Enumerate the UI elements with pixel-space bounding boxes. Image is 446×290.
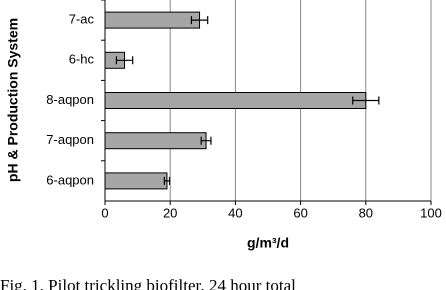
error-bar xyxy=(115,56,134,65)
y-tick-label: 8-aqpon xyxy=(46,92,94,107)
error-bar xyxy=(190,16,209,25)
x-tick-label: 20 xyxy=(163,205,177,220)
error-bar xyxy=(200,136,212,145)
x-tick-label: 80 xyxy=(359,205,373,220)
error-bar xyxy=(352,96,380,105)
x-axis-title: g/m³/d xyxy=(247,235,289,251)
y-tick-label: 7-aqpon xyxy=(46,132,94,147)
bar xyxy=(104,11,201,29)
y-axis-title: pH & Production System xyxy=(5,18,21,182)
caption: Fig. 1. Pilot trickling biofilter, 24 ho… xyxy=(0,276,296,290)
bar xyxy=(104,172,168,190)
x-tick-label: 60 xyxy=(293,205,307,220)
y-tick-label: 7-ac xyxy=(69,12,95,27)
x-tick-label: 40 xyxy=(228,205,242,220)
y-tick-label: 6-hc xyxy=(69,52,95,67)
error-bar xyxy=(163,176,171,185)
x-tick-label: 100 xyxy=(420,205,442,220)
x-tick-label: 0 xyxy=(101,205,108,220)
y-tick-label: 6-aqpon xyxy=(46,172,94,187)
bar xyxy=(104,132,207,150)
bar xyxy=(104,92,367,109)
